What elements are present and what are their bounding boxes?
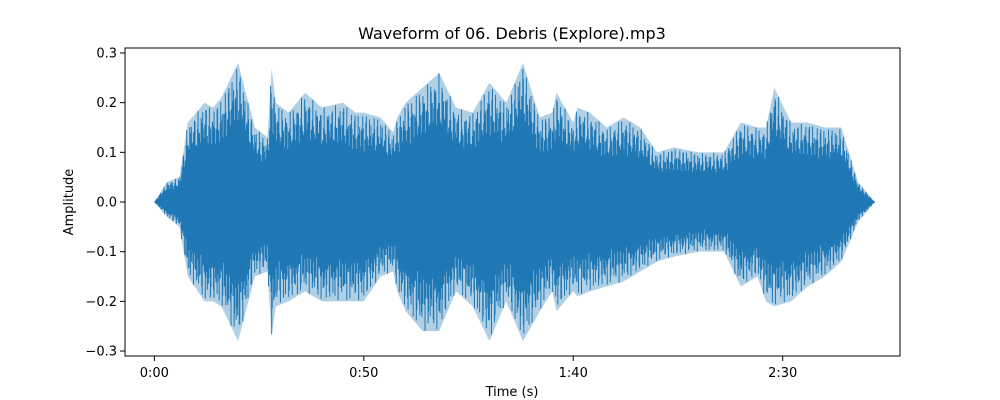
y-tick-label: −0.2	[85, 295, 117, 310]
x-tick-label: 1:40	[559, 366, 588, 381]
y-tick-label: −0.1	[85, 245, 117, 260]
x-axis: 0:00 0:50 1:40 2:30	[140, 356, 797, 381]
y-tick-label: 0.2	[96, 96, 117, 111]
x-tick-label: 0:00	[140, 366, 169, 381]
y-axis: 0.3 0.2 0.1 0.0 −0.1 −0.2 −0.3	[85, 46, 125, 360]
y-tick-label: 0.1	[96, 146, 117, 161]
waveform-series	[154, 62, 875, 342]
x-tick-label: 2:30	[768, 366, 797, 381]
y-tick-label: 0.3	[96, 46, 117, 61]
waveform-envelope	[154, 62, 875, 342]
x-tick-label: 0:50	[349, 366, 378, 381]
x-axis-label: Time (s)	[485, 385, 539, 400]
chart-title: Waveform of 06. Debris (Explore).mp3	[358, 24, 666, 43]
y-axis-label: Amplitude	[62, 169, 77, 236]
y-tick-label: 0.0	[96, 196, 117, 211]
y-tick-label: −0.3	[85, 345, 117, 360]
plot-area	[154, 62, 875, 342]
waveform-path	[154, 68, 875, 335]
